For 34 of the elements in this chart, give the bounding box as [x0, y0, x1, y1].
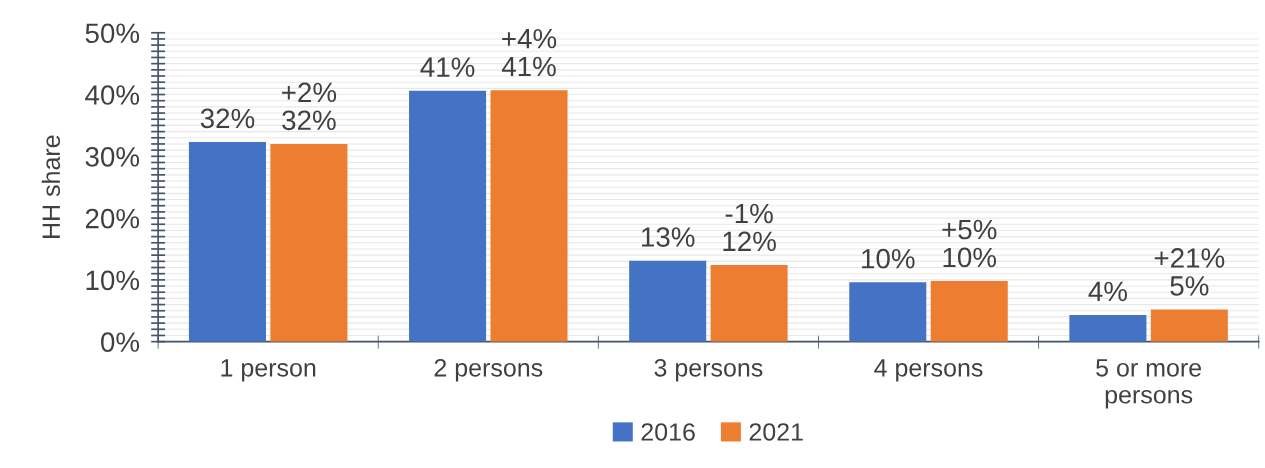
x-tick-label: 4 persons — [874, 359, 983, 382]
y-tick-label: 40% — [85, 85, 140, 105]
x-tick-label: 5 or more persons — [1096, 359, 1202, 409]
y-axis-title: HH share — [41, 135, 61, 238]
legend-label: 2016 — [641, 423, 695, 441]
y-tick-label: 30% — [85, 146, 140, 167]
data-label: 4% — [1088, 281, 1127, 302]
bar — [930, 281, 1008, 342]
bar — [490, 90, 568, 342]
y-tick-label: 50% — [85, 23, 140, 44]
data-label: +21% 5% — [1154, 248, 1225, 296]
bar — [629, 260, 707, 342]
bar — [710, 265, 788, 342]
data-label: -1% 12% — [723, 203, 776, 252]
bar — [1069, 315, 1147, 342]
data-label: 10% — [862, 248, 915, 269]
data-label: +5% 10% — [942, 219, 997, 268]
bar — [409, 90, 487, 342]
x-tick-label: 2 persons — [434, 358, 543, 382]
legend-label: 2021 — [749, 423, 803, 441]
y-tick-label: 20% — [85, 208, 140, 229]
data-label: 13% — [642, 227, 695, 247]
x-tick-label: 3 persons — [654, 358, 763, 382]
data-label: 32% — [200, 108, 255, 129]
bar — [849, 282, 927, 342]
x-tick-label: 1 person — [221, 359, 316, 382]
data-label: 41% — [420, 57, 475, 77]
y-tick-label: 10% — [86, 270, 140, 291]
bar — [270, 143, 348, 342]
y-tick-label: 0% — [101, 332, 140, 352]
data-label: +4% 41% — [501, 28, 557, 77]
bar — [1150, 309, 1228, 342]
bar — [188, 142, 266, 342]
data-label: +2% 32% — [282, 82, 337, 131]
